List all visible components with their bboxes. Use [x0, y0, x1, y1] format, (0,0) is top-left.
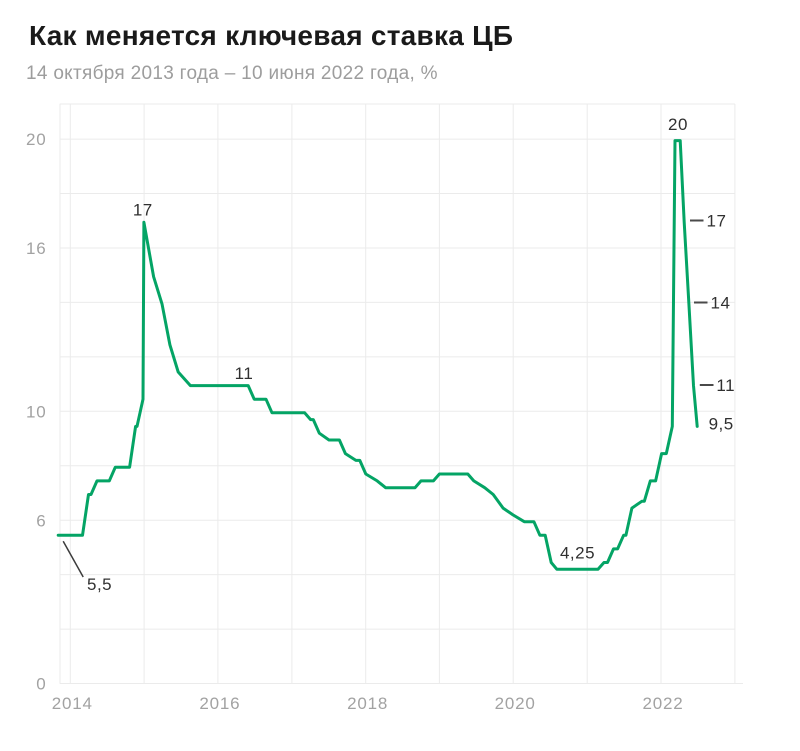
svg-text:20: 20	[668, 115, 688, 134]
svg-text:11: 11	[235, 364, 254, 383]
svg-text:16: 16	[26, 239, 47, 258]
svg-text:2018: 2018	[347, 694, 388, 713]
svg-text:2016: 2016	[199, 694, 240, 713]
svg-text:0: 0	[36, 675, 46, 694]
svg-text:11: 11	[716, 376, 735, 395]
svg-text:5,5: 5,5	[87, 575, 112, 594]
svg-text:10: 10	[26, 402, 47, 421]
svg-text:2014: 2014	[52, 694, 93, 713]
svg-text:17: 17	[707, 212, 727, 231]
svg-text:6: 6	[36, 511, 46, 530]
svg-text:2020: 2020	[495, 694, 536, 713]
svg-text:2022: 2022	[642, 694, 683, 713]
svg-text:20: 20	[26, 130, 47, 149]
svg-text:17: 17	[133, 201, 153, 220]
svg-text:14: 14	[711, 294, 731, 313]
svg-text:9,5: 9,5	[709, 415, 734, 434]
svg-text:4,25: 4,25	[560, 544, 595, 563]
